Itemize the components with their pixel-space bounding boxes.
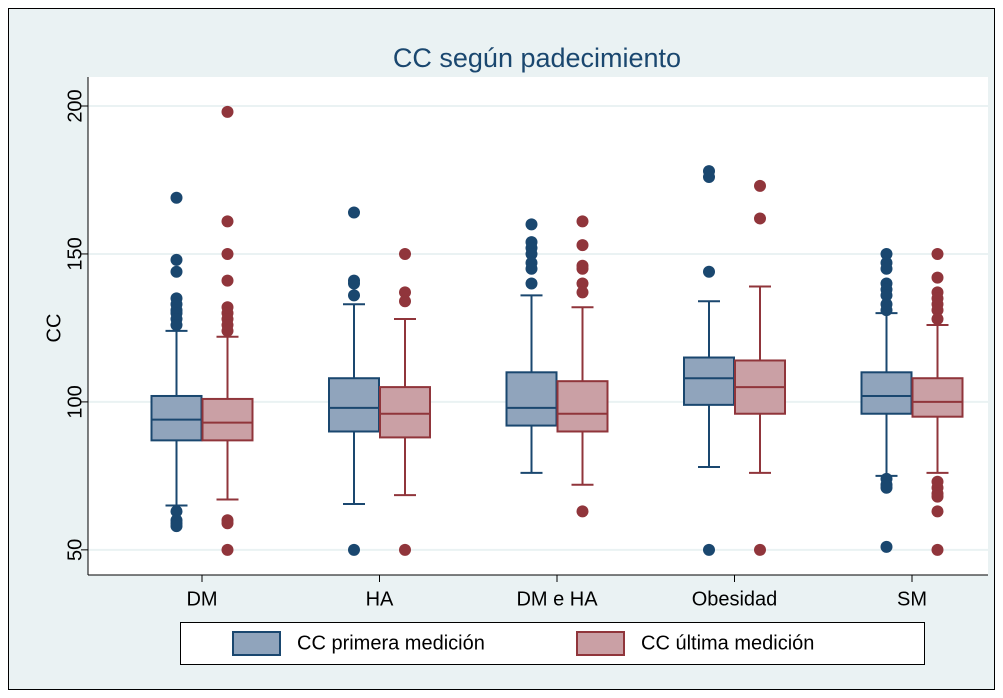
outlier (576, 505, 589, 518)
outlier (703, 171, 715, 184)
outlier (576, 215, 589, 228)
x-tick-label: Obesidad (692, 588, 778, 610)
outlier (170, 520, 183, 533)
outlier (348, 206, 360, 219)
box (556, 380, 609, 433)
box (683, 356, 735, 406)
outlier (754, 543, 766, 556)
legend-label: CC primera medición (297, 632, 485, 654)
outlier (880, 247, 893, 260)
outlier (348, 289, 360, 302)
outlier (880, 289, 893, 302)
plot-region (88, 77, 988, 575)
outlier (221, 215, 234, 228)
outlier (576, 262, 589, 275)
y-axis-label: CC (43, 314, 65, 343)
outlier (931, 271, 944, 284)
box (379, 386, 431, 439)
legend-key (576, 631, 625, 656)
outlier (221, 517, 234, 530)
outlier (221, 274, 234, 287)
outlier (931, 490, 944, 503)
box (150, 394, 203, 442)
outlier (525, 247, 538, 260)
box (911, 377, 964, 418)
outlier (880, 304, 893, 317)
legend (180, 622, 925, 665)
outlier (525, 277, 538, 290)
outlier (525, 218, 538, 231)
outlier (880, 262, 893, 275)
x-tick-label: SM (897, 588, 927, 610)
outlier (931, 543, 944, 556)
outlier (221, 105, 234, 118)
outlier (170, 265, 183, 278)
outlier (170, 191, 183, 204)
box (328, 377, 380, 433)
box (860, 371, 913, 415)
outlier (754, 212, 766, 225)
legend-key (232, 631, 281, 656)
outlier (576, 286, 589, 299)
y-tick-label: 50 (64, 539, 86, 561)
x-tick-label: DM (186, 588, 217, 610)
outlier (931, 304, 944, 317)
outlier (931, 313, 944, 326)
outlier (576, 277, 589, 290)
outlier (880, 540, 893, 553)
y-tick-label: 150 (64, 237, 86, 270)
outlier (170, 505, 183, 518)
outlier (754, 179, 766, 192)
y-tick-label: 100 (64, 385, 86, 418)
outlier (348, 277, 360, 290)
outlier (399, 247, 411, 260)
outlier (703, 543, 715, 556)
outlier (221, 247, 234, 260)
x-tick-label: HA (366, 588, 394, 610)
outlier (170, 318, 183, 331)
outlier (348, 543, 360, 556)
legend-label: CC última medición (641, 632, 814, 654)
outlier (399, 295, 411, 308)
outlier (399, 286, 411, 299)
outlier (931, 505, 944, 518)
outlier (170, 253, 183, 266)
outlier (880, 481, 893, 494)
outlier (525, 262, 538, 275)
chart-title: CC según padecimiento (393, 43, 681, 73)
box (201, 397, 254, 442)
y-tick-label: 200 (64, 89, 86, 122)
outlier (931, 247, 944, 260)
outlier (399, 543, 411, 556)
outlier (221, 543, 234, 556)
outlier (576, 239, 589, 252)
box (505, 371, 558, 427)
x-tick-label: DM e HA (516, 588, 598, 610)
outlier (221, 324, 234, 337)
outlier (703, 265, 715, 278)
